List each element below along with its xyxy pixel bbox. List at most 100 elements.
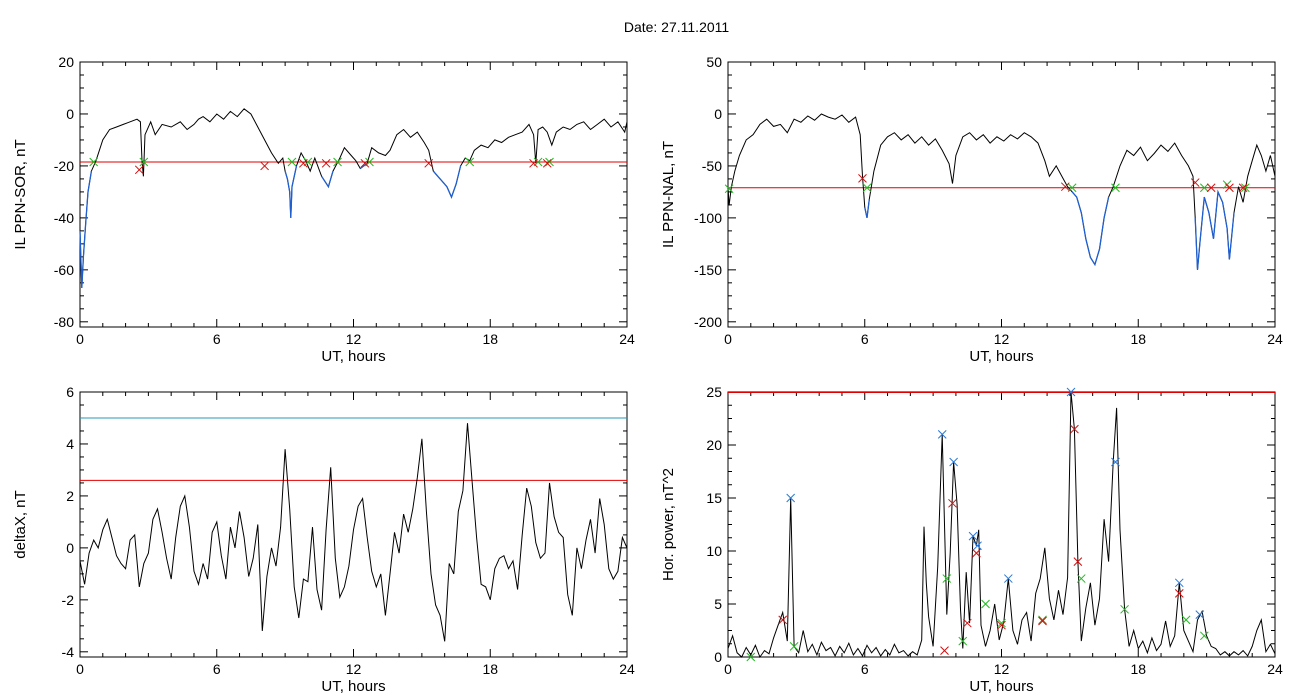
x-tick-label: 12 bbox=[346, 331, 362, 347]
red-marker-stroke bbox=[858, 174, 867, 183]
green-marker bbox=[958, 636, 968, 646]
green-marker bbox=[1076, 574, 1086, 583]
green-marker-stroke bbox=[465, 157, 475, 167]
green-marker-stroke bbox=[942, 574, 952, 583]
y-tick-label: 0 bbox=[66, 540, 74, 556]
blue-marker-stroke bbox=[786, 493, 796, 503]
plot-frame bbox=[727, 391, 1276, 658]
red-marker-stroke bbox=[997, 620, 1006, 630]
green-marker-stroke bbox=[1076, 574, 1086, 583]
plot-frame bbox=[79, 61, 628, 328]
green-marker-stroke bbox=[997, 618, 1006, 628]
below-threshold-segment bbox=[864, 199, 870, 219]
green-marker bbox=[139, 157, 149, 167]
red-marker bbox=[1206, 183, 1216, 193]
green-marker bbox=[724, 184, 734, 194]
green-marker bbox=[1181, 615, 1191, 625]
red-marker bbox=[260, 161, 269, 171]
x-axis-label: UT, hours bbox=[321, 348, 385, 365]
x-axis-label: UT, hours bbox=[969, 678, 1033, 695]
below-threshold-segment bbox=[79, 170, 93, 289]
red-marker-stroke bbox=[260, 161, 269, 171]
green-marker bbox=[89, 157, 99, 167]
green-marker bbox=[287, 157, 297, 167]
below-threshold-segment bbox=[432, 165, 462, 199]
y-tick-label: 20 bbox=[58, 54, 74, 70]
red-marker-stroke bbox=[529, 158, 538, 168]
y-tick-label: -4 bbox=[62, 644, 75, 660]
green-marker bbox=[1199, 631, 1209, 641]
y-tick-label: 4 bbox=[66, 436, 74, 452]
x-tick-label: 24 bbox=[619, 661, 635, 677]
y-tick-label: 20 bbox=[706, 437, 722, 453]
red-marker-stroke bbox=[360, 158, 370, 168]
panel-4: 0 6 12 18 24 25 20 15 10 5 0 UT, hours Hor. power, n… bbox=[660, 384, 1283, 695]
y-axis-label: deltaX, nT bbox=[12, 490, 29, 558]
y-tick-label: 50 bbox=[706, 54, 722, 70]
green-marker bbox=[1120, 604, 1129, 614]
plot-frame bbox=[727, 61, 1276, 328]
x-tick-label: 18 bbox=[482, 331, 498, 347]
red-marker bbox=[1070, 424, 1079, 434]
y-tick-label: -80 bbox=[54, 314, 74, 330]
x-tick-label: 18 bbox=[482, 661, 498, 677]
y-tick-label: -200 bbox=[694, 314, 722, 330]
red-marker bbox=[424, 158, 434, 168]
blue-marker bbox=[786, 493, 796, 503]
green-marker-stroke bbox=[1181, 615, 1191, 625]
red-marker-stroke bbox=[962, 618, 972, 628]
blue-marker bbox=[973, 541, 982, 551]
green-marker bbox=[1199, 183, 1209, 193]
red-marker-stroke bbox=[1174, 589, 1184, 598]
blue-marker-stroke bbox=[1066, 387, 1076, 397]
red-marker bbox=[778, 615, 788, 625]
green-marker-stroke bbox=[545, 157, 554, 167]
red-marker bbox=[972, 548, 981, 558]
x-tick-label: 18 bbox=[1130, 331, 1146, 347]
y-axis-label: IL PPN-NAL, nT bbox=[660, 141, 677, 248]
x-tick-label: 0 bbox=[76, 661, 84, 677]
blue-marker-stroke bbox=[973, 541, 982, 551]
blue-marker bbox=[1195, 610, 1205, 619]
y-tick-label: 25 bbox=[706, 384, 722, 400]
x-tick-label: 12 bbox=[994, 661, 1010, 677]
red-marker bbox=[1174, 589, 1184, 598]
blue-marker-stroke bbox=[1111, 457, 1120, 467]
y-tick-label: 10 bbox=[706, 543, 722, 559]
series-line bbox=[727, 113, 1276, 270]
green-marker bbox=[333, 157, 342, 167]
red-marker bbox=[299, 158, 308, 168]
plot-frame bbox=[79, 391, 628, 658]
green-marker bbox=[789, 642, 799, 651]
red-marker-stroke bbox=[940, 646, 949, 655]
red-marker bbox=[940, 646, 949, 655]
green-marker-stroke bbox=[333, 157, 342, 167]
panel-1: 0 6 12 18 24 20 0 -20 -40 -60 -80 UT, hours IL PPN-S… bbox=[12, 54, 635, 365]
red-marker bbox=[962, 618, 972, 628]
x-tick-label: 0 bbox=[724, 661, 732, 677]
red-marker-stroke bbox=[1190, 178, 1200, 187]
blue-marker bbox=[1174, 578, 1184, 588]
green-marker bbox=[545, 157, 554, 167]
red-marker bbox=[948, 498, 957, 508]
red-marker-stroke bbox=[299, 158, 308, 168]
below-threshold-segment bbox=[321, 170, 334, 189]
y-tick-label: -60 bbox=[54, 262, 74, 278]
blue-marker-stroke bbox=[1174, 578, 1184, 588]
red-marker-stroke bbox=[542, 158, 552, 168]
green-marker bbox=[862, 183, 872, 193]
blue-marker bbox=[1066, 387, 1076, 397]
red-marker bbox=[1073, 557, 1083, 566]
blue-marker-stroke bbox=[949, 457, 958, 467]
red-marker-stroke bbox=[972, 548, 981, 558]
x-tick-label: 0 bbox=[76, 331, 84, 347]
blue-marker-stroke bbox=[1195, 610, 1205, 619]
x-tick-label: 6 bbox=[213, 331, 221, 347]
y-tick-label: 0 bbox=[714, 106, 722, 122]
green-marker bbox=[1111, 183, 1120, 193]
green-marker-stroke bbox=[1199, 183, 1209, 193]
blue-marker bbox=[1111, 457, 1120, 467]
green-marker bbox=[1038, 615, 1047, 625]
blue-marker-stroke bbox=[968, 531, 978, 541]
